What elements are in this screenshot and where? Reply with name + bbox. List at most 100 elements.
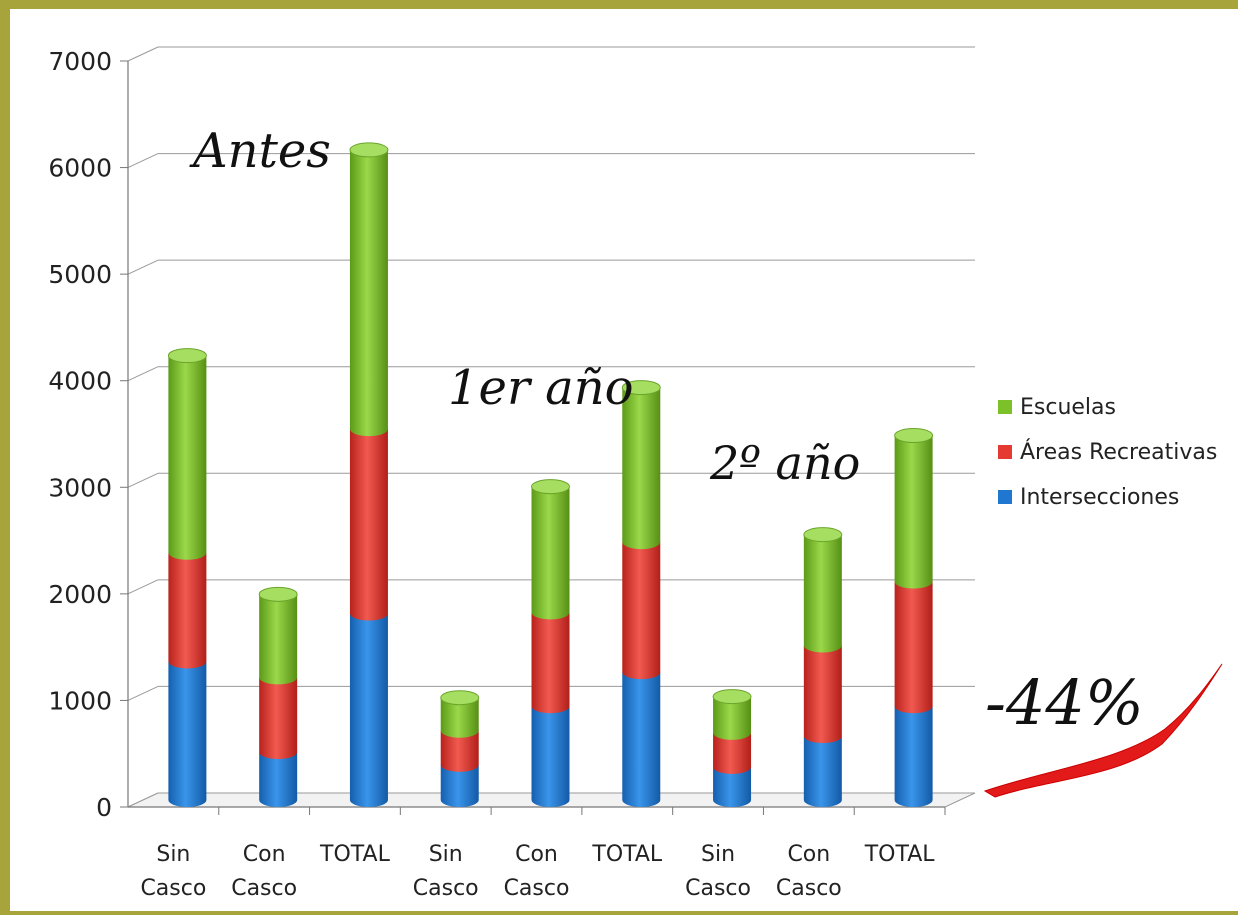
bar-segment [622, 542, 661, 680]
bar-segment-body [622, 672, 661, 808]
annotation-antes: Antes [189, 123, 331, 179]
bar-top-cap [349, 142, 389, 158]
bar-segment [167, 348, 207, 560]
bar-segment-body [259, 677, 298, 760]
x-tick-label: TOTAL [319, 842, 391, 867]
bar-segment-body [168, 355, 207, 560]
legend-label: Intersecciones [1020, 485, 1179, 510]
y-tick-label: 3000 [48, 473, 112, 502]
gridline-depth [127, 685, 159, 701]
gridline-depth [127, 366, 159, 382]
bar-segment-body [894, 435, 933, 589]
bar-top-cap [803, 527, 843, 543]
bar-segment-body [894, 706, 933, 808]
bar-segment [440, 690, 480, 738]
bar-segment [349, 429, 388, 621]
stacked-bar-chart: 0 1000 2000 3000 4000 5000 6000 7000 Sin Casco Con… [48, 46, 1223, 901]
bar-segment-body [168, 661, 207, 808]
legend-label: Escuelas [1020, 395, 1116, 420]
bar-segment [894, 706, 933, 808]
bar-segment [259, 752, 298, 807]
bar-segment [258, 586, 298, 685]
annotation-reduccion: -44% [985, 666, 1144, 739]
x-tick-label: Sin Casco [140, 842, 206, 901]
bar-segment-body [259, 594, 298, 685]
gridline-depth [127, 259, 159, 275]
bar-segment [713, 732, 752, 774]
bar-top-cap [712, 689, 752, 705]
bar-segment-body [803, 534, 842, 653]
bar-segment [440, 730, 479, 772]
bar-segment [259, 677, 298, 760]
x-tick-label: Con Casco [776, 842, 842, 901]
x-tick-label: TOTAL [591, 842, 663, 867]
bar-segment [803, 527, 843, 653]
bar-segment-body [531, 612, 570, 714]
y-tick-label: 0 [96, 793, 112, 822]
legend-swatch [998, 490, 1012, 504]
gridline-depth [127, 46, 159, 62]
y-tick-label: 7000 [48, 47, 112, 76]
legend-label: Áreas Recreativas [1020, 439, 1217, 465]
bar-segment [349, 142, 389, 437]
y-tick-label: 4000 [48, 367, 112, 396]
bar-segment-body [349, 613, 388, 808]
bar-segment-body [440, 697, 479, 738]
legend-swatch [998, 400, 1012, 414]
bar-segment [803, 645, 842, 744]
y-tick-label: 2000 [48, 580, 112, 609]
bar-segment [712, 689, 752, 740]
bar-segment-body [531, 486, 570, 620]
bar-segment-body [259, 752, 298, 807]
red-arrow-mark [983, 663, 1223, 798]
gridline-depth [127, 579, 159, 595]
bar-top-cap [258, 586, 298, 602]
bar-segment [713, 766, 752, 808]
bar-segment [622, 672, 661, 808]
bar-segment-body [349, 429, 388, 621]
bar-top-cap [167, 348, 207, 364]
bar-segment-body [622, 387, 661, 550]
y-tick-label: 6000 [48, 154, 112, 183]
gridline-depth [127, 472, 159, 488]
bar-top-cap [894, 428, 934, 444]
bar-segment-body [531, 706, 570, 808]
bar-segment-body [349, 149, 388, 437]
legend-swatch [998, 445, 1012, 459]
y-tick-label: 1000 [48, 686, 112, 715]
bar-segment [621, 380, 661, 550]
bar-segment [531, 479, 570, 620]
bar-segment-body [168, 552, 207, 669]
bar-top-cap [440, 690, 480, 706]
bar-segment [440, 764, 479, 808]
bar-top-cap [621, 380, 661, 396]
x-tick-label: Sin Casco [413, 842, 479, 901]
annotation-primer-ano: 1er año [448, 360, 634, 416]
chart-container: 0 1000 2000 3000 4000 5000 6000 7000 Sin Casco Con… [10, 9, 1238, 911]
bar-segment-body [713, 766, 752, 808]
bar-segment-body [803, 736, 842, 808]
bar-segment [803, 736, 842, 808]
gridline-depth [127, 153, 159, 169]
bar-segment [894, 428, 934, 589]
bar-segment-body [622, 542, 661, 680]
bar-segment [894, 581, 933, 714]
bar-segment-body [894, 581, 933, 714]
x-tick-label: Sin Casco [685, 842, 751, 901]
bar-top-cap [531, 479, 570, 495]
annotation-segundo-ano: 2º año [709, 436, 860, 490]
x-tick-label: TOTAL [864, 842, 936, 867]
x-tick-label: Con Casco [504, 842, 570, 901]
bar-segment-body [713, 732, 752, 774]
bar-segment-body [803, 645, 842, 744]
bar-segment-body [440, 764, 479, 808]
bar-segment [531, 612, 570, 714]
bar-segment-body [440, 730, 479, 772]
y-tick-label: 5000 [48, 260, 112, 289]
x-tick-label: Con Casco [231, 842, 297, 901]
bar-segment [168, 552, 207, 669]
bar-segment [349, 613, 388, 808]
bar-segment [168, 661, 207, 808]
bar-segment-body [713, 696, 752, 740]
bar-segment [531, 706, 570, 808]
